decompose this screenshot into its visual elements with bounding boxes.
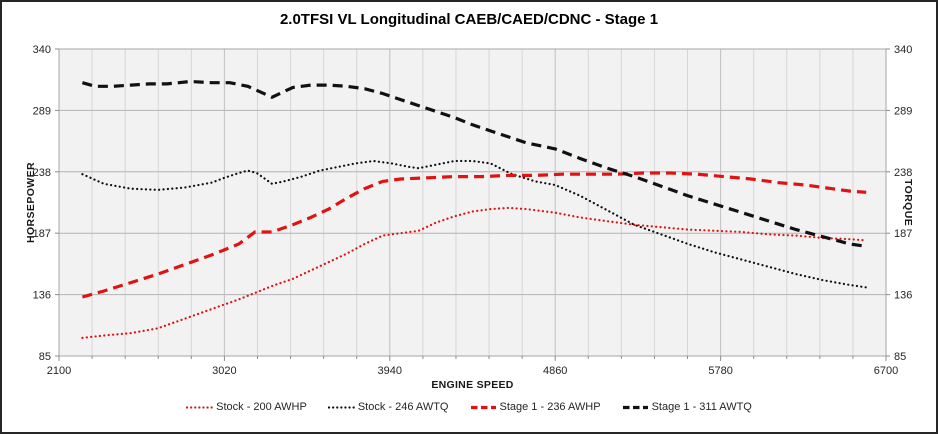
legend-label: Stage 1 - 311 AWTQ [651,401,752,413]
stage1-awtq-curve [81,79,867,248]
y-axis-tick-label-right: 85 [894,351,906,363]
y-axis-tick-label-left: 340 [33,44,51,56]
y-axis-tick-label-right: 136 [894,290,912,302]
y-axis-tick-label-right: 289 [894,105,912,117]
right-axis-title: TORQUE [902,178,914,227]
legend-line-sample-dotted [327,405,355,409]
y-axis-tick-label-left: 136 [33,290,51,302]
legend: Stock - 200 AWHP Stock - 246 AWTQ Stage 1 … [2,401,936,413]
x-axis-tick-label: 6700 [874,365,898,377]
legend-line-sample-dotted [186,405,214,409]
y-axis-tick-label-right: 187 [894,228,912,240]
legend-item-stock-awhp: Stock - 200 AWHP [186,401,307,413]
y-axis-tick-label-left: 187 [33,228,51,240]
legend-label: Stock - 246 AWTQ [357,401,449,413]
legend-item-stage1-awhp: Stage 1 - 236 AWHP [470,401,601,413]
x-axis-tick-label: 5780 [708,365,732,377]
plot-background [59,49,886,356]
x-axis-tick-label: 4860 [543,365,567,377]
legend-item-stock-awtq: Stock - 246 AWTQ [327,401,449,413]
stock-awtq-curve [81,159,868,289]
x-axis-tick-label: 3020 [212,365,236,377]
y-axis-tick-label-left: 238 [33,167,51,179]
stage1-awhp-curve [81,171,867,299]
legend-label: Stock - 200 AWHP [216,401,307,413]
y-axis-tick-label-right: 340 [894,44,912,56]
legend-item-stage1-awtq: Stage 1 - 311 AWTQ [622,401,752,413]
legend-line-sample-dashed [470,405,496,409]
chart-title: 2.0TFSI VL Longitudinal CAEB/CAED/CDNC -… [279,11,659,28]
x-axis-tick-label: 2100 [47,365,71,377]
y-axis-tick-label-left: 85 [39,351,51,363]
legend-label: Stage 1 - 236 AWHP [499,401,601,413]
y-axis-tick-label-right: 238 [894,167,912,179]
x-axis-title: ENGINE SPEED [431,379,514,391]
legend-line-sample-dashed [622,405,648,409]
y-axis-tick-label-left: 289 [33,105,51,117]
x-axis-tick-label: 3940 [378,365,402,377]
plot-border [58,48,887,357]
